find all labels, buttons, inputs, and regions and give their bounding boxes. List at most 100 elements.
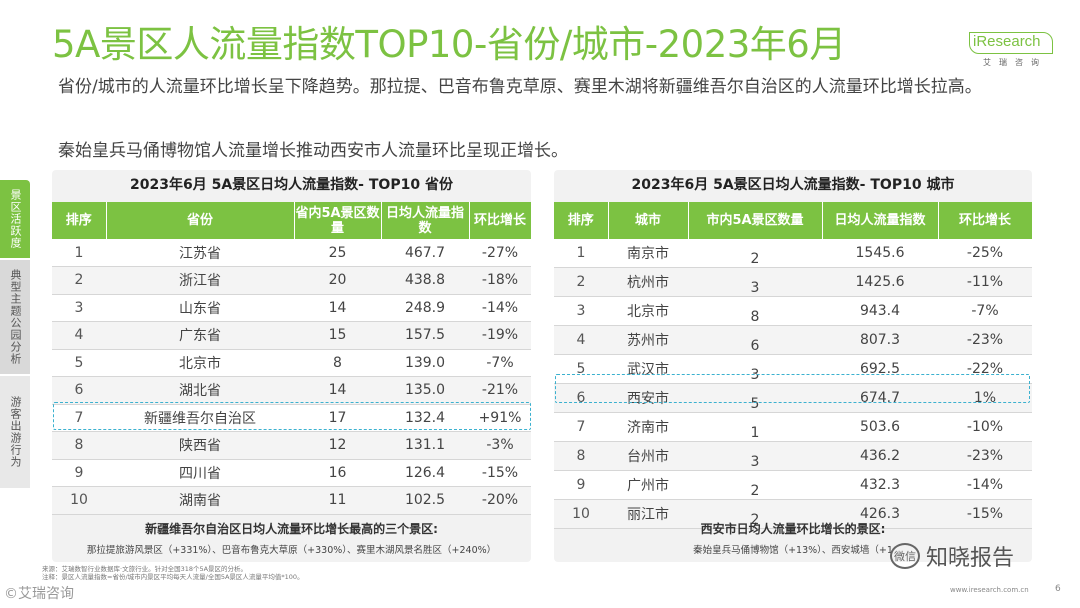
table-row: 10 湖南省 11 102.5 -20% — [52, 486, 531, 515]
table-row: 6 西安市 5 674.7 1% — [554, 383, 1032, 413]
cell-growth: -20% — [469, 486, 531, 515]
cell-name: 杭州市 — [608, 267, 688, 297]
header-count: 省内5A景区数量 — [294, 202, 382, 239]
province-foot-title: 新疆维吾尔自治区日均人流量环比增长最高的三个景区: — [145, 522, 438, 536]
cell-index: 1425.6 — [822, 267, 938, 297]
header-growth: 环比增长 — [938, 202, 1033, 239]
cell-growth: -23% — [938, 441, 1032, 471]
cell-index: 438.8 — [381, 266, 469, 295]
header-rank: 排序 — [52, 202, 107, 239]
sidebar-tab-travel-behavior[interactable]: 游客出游行为 — [0, 376, 30, 488]
wechat-account-name: 知晓报告 — [926, 546, 1015, 571]
sidebar-tab-theme-park[interactable]: 典型主题公园分析 — [0, 260, 30, 374]
cell-rank: 6 — [52, 376, 106, 405]
sidebar-tab-activity[interactable]: 景区活跃度 — [0, 180, 30, 258]
cell-index: 807.3 — [822, 325, 938, 355]
cell-index: 467.7 — [381, 239, 469, 267]
table-row: 2 杭州市 3 1425.6 -11% — [554, 267, 1032, 297]
cell-rank: 7 — [554, 412, 608, 442]
cell-count: 5 — [688, 383, 822, 413]
cell-rank: 10 — [554, 499, 608, 529]
cell-name: 广州市 — [608, 470, 688, 500]
cell-count: 16 — [294, 459, 381, 487]
table-row: 2 浙江省 20 438.8 -18% — [52, 266, 531, 295]
province-table-body: 1 江苏省 25 467.7 -27% 2 浙江省 20 438.8 -18% 3 山东省 14 248.… — [52, 239, 531, 515]
cell-name: 南京市 — [608, 239, 688, 268]
cell-name: 北京市 — [608, 296, 688, 326]
city-foot-title: 西安市日均人流量环比增长的景区: — [700, 522, 886, 536]
province-foot-body: 那拉提旅游风景区（+331%）、巴音布鲁克大草原（+330%）、赛里木湖风景名胜… — [86, 545, 497, 556]
table-row: 7 济南市 1 503.6 -10% — [554, 412, 1032, 442]
header-growth: 环比增长 — [469, 202, 532, 239]
table-row: 6 湖北省 14 135.0 -21% — [52, 376, 531, 405]
cell-count: 20 — [294, 266, 381, 295]
cell-index: 157.5 — [381, 321, 469, 350]
cell-count: 15 — [294, 321, 381, 350]
site-url: www.iresearch.com.cn — [950, 586, 1029, 594]
table-row: 9 广州市 2 432.3 -14% — [554, 470, 1032, 500]
cell-index: 426.3 — [822, 499, 938, 529]
cell-growth: -7% — [938, 296, 1032, 326]
cell-index: 132.4 — [381, 404, 469, 432]
cell-count: 3 — [688, 267, 822, 297]
cell-rank: 4 — [52, 321, 106, 350]
header-index: 日均人流量指数 — [381, 202, 470, 239]
cell-count: 14 — [294, 294, 381, 322]
table-row: 4 苏州市 6 807.3 -23% — [554, 325, 1032, 355]
cell-count: 2 — [688, 470, 822, 500]
cell-rank: 1 — [52, 239, 106, 267]
cell-growth: -15% — [938, 499, 1032, 529]
table-row: 1 江苏省 25 467.7 -27% — [52, 239, 531, 267]
cell-index: 432.3 — [822, 470, 938, 500]
table-row: 3 北京市 8 943.4 -7% — [554, 296, 1032, 326]
cell-index: 436.2 — [822, 441, 938, 471]
cell-index: 102.5 — [381, 486, 469, 515]
cell-index: 139.0 — [381, 349, 469, 377]
xian-highlight-box — [555, 374, 1030, 403]
cell-rank: 8 — [554, 441, 608, 471]
cell-index: 135.0 — [381, 376, 469, 405]
cell-name: 陕西省 — [106, 431, 294, 460]
city-panel-title: 2023年6月 5A景区日均人流量指数- TOP10 城市 — [631, 177, 955, 193]
cell-growth: -23% — [938, 325, 1032, 355]
cell-name: 北京市 — [106, 349, 294, 377]
table-row: 7 新疆维吾尔自治区 17 132.4 +91% — [52, 404, 531, 432]
cell-rank: 1 — [554, 239, 608, 268]
cell-name: 四川省 — [106, 459, 294, 487]
wechat-watermark: 微信 知晓报告 — [890, 540, 1014, 572]
cell-index: 503.6 — [822, 412, 938, 442]
cell-count: 1 — [688, 412, 822, 442]
cell-rank: 8 — [52, 431, 106, 460]
table-row: 8 台州市 3 436.2 -23% — [554, 441, 1032, 471]
table-row: 5 北京市 8 139.0 -7% — [52, 349, 531, 377]
cell-growth: -7% — [469, 349, 531, 377]
header-index: 日均人流量指数 — [822, 202, 939, 239]
cell-index: 126.4 — [381, 459, 469, 487]
table-row: 9 四川省 16 126.4 -15% — [52, 459, 531, 487]
sidebar: 景区活跃度 典型主题公园分析 游客出游行为 — [0, 180, 30, 488]
cell-count: 2 — [688, 239, 822, 268]
cell-rank: 4 — [554, 325, 608, 355]
header-province: 省份 — [106, 202, 295, 239]
cell-count: 14 — [294, 376, 381, 405]
city-panel: 2023年6月 5A景区日均人流量指数- TOP10 城市 排序 城市 市内5A… — [554, 170, 1033, 562]
cell-growth: -15% — [469, 459, 531, 487]
cell-rank: 5 — [52, 349, 106, 377]
cell-index: 943.4 — [822, 296, 938, 326]
xinjiang-highlight-box — [53, 402, 531, 430]
table-row: 8 陕西省 12 131.1 -3% — [52, 431, 531, 460]
cell-rank: 9 — [554, 470, 608, 500]
cell-name: 济南市 — [608, 412, 688, 442]
wechat-icon: 微信 — [890, 543, 920, 569]
table-row: 3 山东省 14 248.9 -14% — [52, 294, 531, 322]
cell-index: 1545.6 — [822, 239, 938, 268]
table-row: 10 丽江市 2 426.3 -15% — [554, 499, 1032, 529]
cell-index: 692.5 — [822, 354, 938, 384]
cell-growth: -14% — [938, 470, 1032, 500]
cell-rank: 9 — [52, 459, 106, 487]
corner-watermark: ©艾瑞咨询 — [4, 586, 74, 602]
cell-growth: -22% — [938, 354, 1032, 384]
cell-count: 8 — [688, 296, 822, 326]
cell-count: 8 — [294, 349, 381, 377]
city-foot-body: 秦始皇兵马俑博物馆（+13%）、西安城墙（+1 — [693, 545, 893, 556]
